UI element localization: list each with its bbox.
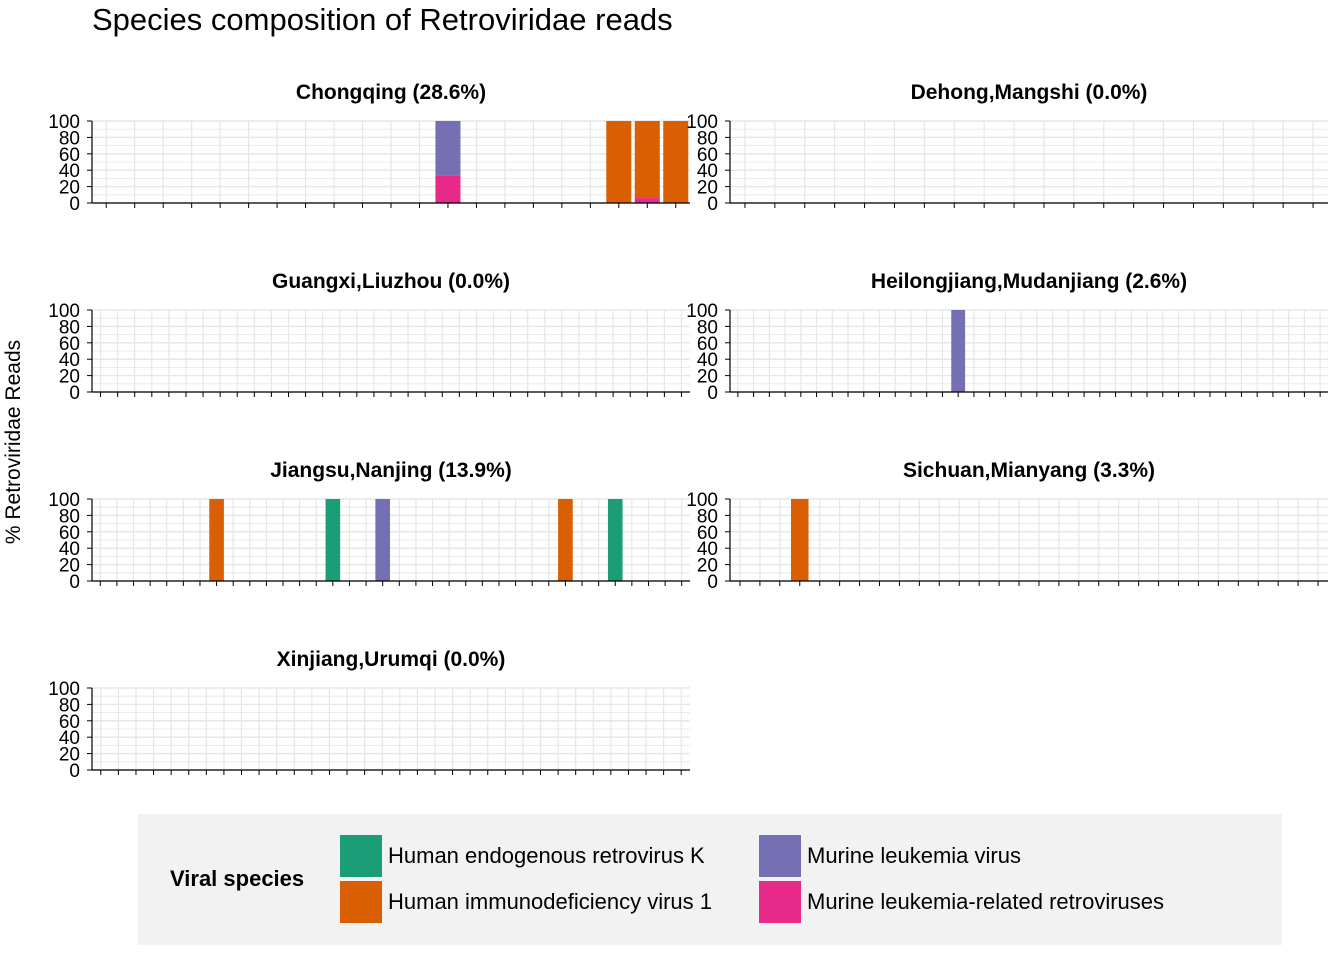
y-tick-label: 40 <box>697 161 718 182</box>
y-tick-label: 20 <box>697 556 718 577</box>
legend-item-hiv1: Human immunodeficiency virus 1 <box>340 880 712 924</box>
y-tick-label: 0 <box>69 761 80 782</box>
y-tick-label: 40 <box>59 350 80 371</box>
legend-label: Murine leukemia-related retroviruses <box>807 889 1165 914</box>
y-tick-label: 80 <box>697 506 718 527</box>
y-tick-label: 60 <box>59 712 80 733</box>
y-tick-label: 40 <box>59 539 80 560</box>
facet-panel: Heilongjiang,Mudanjiang (2.6%) 0204060801… <box>686 270 1328 404</box>
y-tick-label: 100 <box>48 112 80 133</box>
legend-label: Murine leukemia virus <box>807 843 1021 868</box>
y-tick-label: 20 <box>59 367 80 388</box>
y-tick-label: 60 <box>59 145 80 166</box>
y-tick-label: 60 <box>697 523 718 544</box>
y-tick-label: 20 <box>59 745 80 766</box>
y-tick-label: 80 <box>697 128 718 149</box>
y-tick-label: 80 <box>697 317 718 338</box>
panel-title: Chongqing (28.6%) <box>296 81 486 104</box>
y-tick-label: 40 <box>697 539 718 560</box>
y-tick-label: 0 <box>707 194 718 215</box>
y-tick-label: 100 <box>686 112 718 133</box>
y-tick-label: 100 <box>686 301 718 322</box>
bar-segment <box>634 198 660 203</box>
bar-segment <box>951 310 966 392</box>
panel-title: Xinjiang,Urumqi (0.0%) <box>277 648 506 671</box>
y-tick-label: 60 <box>59 523 80 544</box>
y-tick-label: 20 <box>59 556 80 577</box>
y-tick-label: 60 <box>697 145 718 166</box>
y-tick-label: 0 <box>69 572 80 593</box>
panel-title: Jiangsu,Nanjing (13.9%) <box>270 459 512 482</box>
y-tick-label: 0 <box>69 194 80 215</box>
y-tick-label: 40 <box>697 350 718 371</box>
y-tick-label: 80 <box>59 317 80 338</box>
bar-segment <box>558 499 573 581</box>
legend-label: Human endogenous retrovirus K <box>388 843 705 868</box>
y-tick-label: 80 <box>59 128 80 149</box>
y-tick-label: 60 <box>697 334 718 355</box>
bar-segment <box>663 121 689 203</box>
legend-swatch <box>759 881 801 923</box>
y-tick-label: 100 <box>48 490 80 511</box>
y-tick-label: 80 <box>59 506 80 527</box>
bar-segment <box>209 499 224 581</box>
y-tick-label: 20 <box>697 178 718 199</box>
bar-segment <box>606 121 632 203</box>
chart-plot-area: Chongqing (28.6%)020406080100Dehong,Mang… <box>48 81 1328 782</box>
panel-title: Dehong,Mangshi (0.0%) <box>911 81 1148 104</box>
panel-title: Guangxi,Liuzhou (0.0%) <box>272 270 510 293</box>
bar-segment <box>435 175 461 203</box>
y-tick-label: 0 <box>707 572 718 593</box>
y-tick-label: 0 <box>69 383 80 404</box>
y-tick-label: 100 <box>48 679 80 700</box>
legend-item-mlv-related: Murine leukemia-related retroviruses <box>759 880 1164 924</box>
y-tick-label: 80 <box>59 695 80 716</box>
y-tick-label: 20 <box>697 367 718 388</box>
legend-item-mlv: Murine leukemia virus <box>759 834 1021 878</box>
bar-segment <box>435 121 461 176</box>
bar-segment <box>634 121 660 199</box>
y-tick-label: 100 <box>686 490 718 511</box>
y-tick-label: 40 <box>59 161 80 182</box>
legend: Viral species Human endogenous retroviru… <box>138 814 1282 945</box>
bar-segment <box>790 499 809 581</box>
chart-title: Species composition of Retroviridae read… <box>92 2 673 37</box>
y-tick-label: 0 <box>707 383 718 404</box>
y-tick-label: 100 <box>48 301 80 322</box>
bar-segment <box>375 499 391 581</box>
bar-segment <box>607 499 623 581</box>
panel-title: Heilongjiang,Mudanjiang (2.6%) <box>871 270 1187 293</box>
legend-title: Viral species <box>170 866 305 891</box>
y-tick-label: 40 <box>59 728 80 749</box>
legend-swatch <box>340 835 382 877</box>
legend-label: Human immunodeficiency virus 1 <box>388 889 713 914</box>
legend-item-herv-k: Human endogenous retrovirus K <box>340 834 705 878</box>
legend-swatch <box>340 881 382 923</box>
y-tick-label: 20 <box>59 178 80 199</box>
y-tick-label: 60 <box>59 334 80 355</box>
bar-segment <box>325 499 341 581</box>
panel-title: Sichuan,Mianyang (3.3%) <box>903 459 1155 482</box>
legend-swatch <box>759 835 801 877</box>
